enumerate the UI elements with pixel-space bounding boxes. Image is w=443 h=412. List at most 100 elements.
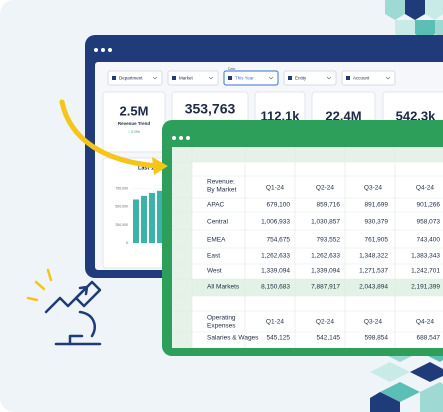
spark [26,296,39,302]
row-label: Central [207,219,229,226]
cell: 2,043,894 [359,284,388,291]
column-label: Q2-24 [316,185,334,192]
sparks [26,268,53,302]
kpi-change: ↑ 2.9% [128,129,141,134]
row-label: East [207,253,220,260]
spark [34,280,46,291]
y-tick-label: 500,000 [115,205,128,209]
cell: 679,100 [267,202,291,209]
filter-dropdown [283,70,337,86]
filter-icon [172,76,176,80]
column-label: Q4-24 [416,185,434,192]
window-dot [172,136,176,140]
kpi-value: 353,763 [185,101,236,117]
kpi-card [102,91,166,153]
kpi-value: 2.5M [120,103,149,118]
filter-icon [346,76,350,80]
cell: 1,339,094 [261,268,290,275]
section-title: Operating [207,315,236,322]
y-tick-label: 750,000 [115,187,128,191]
icon-stand [68,334,84,346]
total-row-highlight [192,279,443,296]
dropdown-caret [326,76,332,80]
chart-title: Last 12 mo [138,165,167,171]
cell: 688,547 [417,335,441,342]
cell: 901,266 [417,202,441,209]
section-title: Expenses [207,323,236,330]
filter-label: Account [353,76,370,81]
cell: 1,262,633 [311,253,340,260]
cell: 542,145 [317,335,341,342]
row-label: Salaries & Wages [207,335,259,342]
row-label: EMEA [207,237,226,244]
cell: 1,006,933 [261,219,290,226]
section-title: Revenue: [207,179,235,186]
microscope-icon [44,280,102,346]
column-label: Q1-24 [266,319,284,326]
row-label: West [207,268,222,275]
cell: 761,905 [365,237,389,244]
cell: 545,125 [267,335,291,342]
cell: 8,150,683 [261,284,290,291]
filter-icon [112,76,116,80]
cell: 754,675 [267,237,291,244]
cell: 1,383,343 [411,253,440,260]
cell: 1,348,322 [359,253,388,260]
bar [157,190,163,243]
filter-label: Department [119,76,143,81]
arrow [59,99,161,169]
cube [425,0,443,20]
filter-icon [228,76,232,80]
cell: 1,262,633 [261,253,290,260]
filter-label: Entity [295,76,307,81]
cube [370,392,400,412]
cell: 1,339,094 [311,268,340,275]
filter-dropdown [107,70,163,86]
cube [410,362,443,382]
cube [370,362,410,382]
filter-dropdown [167,70,219,86]
window-dot [101,48,105,52]
cell: 1,030,857 [311,219,340,226]
table: Revenue:By Market Q1-24 Q2-24 Q3-24 Q4-24 APA… [207,179,440,342]
dropdown-caret [385,76,391,80]
cell: 598,854 [365,335,389,342]
section-title: By Market [207,187,236,194]
icon-tube [74,280,102,308]
cube [420,382,443,412]
cube [405,0,425,20]
row-label: APAC [207,202,225,209]
y-tick-label: 0 [126,241,128,245]
filter-dropdown [341,70,396,86]
y-tick-label: 250,000 [115,223,128,227]
dropdown-caret [268,76,274,80]
filter-label: This Year [235,76,254,81]
cube [385,0,405,20]
sheet-grid [172,147,443,348]
dropdown-caret [152,76,158,80]
cell: 1,242,701 [411,268,440,275]
dropdown-caret [208,76,214,80]
row-label: All Markets [207,284,240,291]
column-label: Q1-24 [266,185,284,192]
column-label: Q3-24 [364,185,382,192]
cell: 891,699 [365,202,389,209]
window-dot [108,48,112,52]
cell: 958,073 [417,219,441,226]
cell: 793,552 [317,237,341,244]
kpi-value: 112.1k [260,108,300,123]
cell: 859,716 [317,202,341,209]
spark [46,268,53,282]
sheet [172,147,443,348]
bar [141,195,147,243]
filter-dropdown [223,70,279,86]
cell: 7,887,917 [311,284,340,291]
filter-icon [288,76,292,80]
arrow-head [152,157,168,175]
filter-caption: Date [228,67,235,71]
bar [149,192,155,243]
cell: 1,271,537 [359,268,388,275]
kpi-value: 22.4M [325,108,361,123]
column-header [172,147,443,162]
